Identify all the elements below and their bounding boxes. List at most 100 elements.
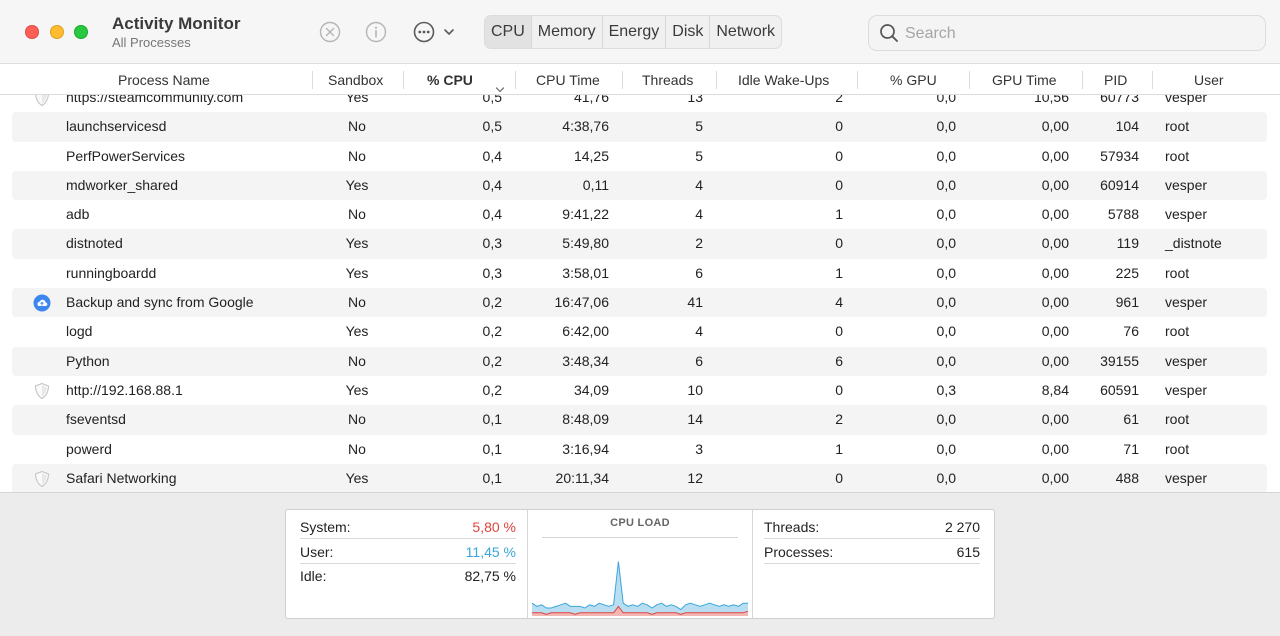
cell-threads: 3 — [695, 440, 703, 457]
cell-pid: 225 — [1115, 264, 1139, 281]
table-row[interactable]: launchservicesd No 0,5 4:38,76 5 0 0,0 0,00 104 r… — [12, 112, 1267, 142]
cell-gpu: 0,0 — [936, 440, 956, 457]
ellipsis-circle-icon[interactable] — [412, 20, 458, 44]
cell-cpu-time: 3:58,01 — [562, 264, 609, 281]
cell-gpu: 0,0 — [936, 118, 956, 135]
cell-threads: 10 — [687, 381, 703, 398]
column-gpu[interactable]: % GPU — [858, 65, 970, 95]
cell-threads: 14 — [687, 411, 703, 428]
column-cpu[interactable]: % CPU — [404, 65, 516, 95]
toolbar: Activity Monitor All Processes CPU Memor… — [0, 0, 1280, 64]
cell-sandbox: No — [348, 118, 366, 135]
tab-memory[interactable]: Memory — [532, 16, 603, 48]
cell-threads: 5 — [695, 147, 703, 164]
cell-pid: 488 — [1115, 469, 1139, 486]
x-circle-icon[interactable] — [318, 20, 342, 44]
table-row[interactable]: adb No 0,4 9:41,22 4 1 0,0 0,00 5788 vesper — [12, 200, 1267, 229]
cell-gpu-time: 0,00 — [1041, 264, 1069, 281]
cell-idle: 2 — [835, 411, 843, 428]
cell-cpu-time: 6:42,00 — [562, 323, 609, 340]
cell-gpu-time: 8,84 — [1041, 381, 1069, 398]
cell-gpu: 0,0 — [936, 352, 956, 369]
table-row[interactable]: mdworker_shared Yes 0,4 0,11 4 0 0,0 0,00 60914 v… — [12, 170, 1267, 201]
cell-cpu-time: 3:16,94 — [562, 440, 609, 457]
cell-gpu-time: 0,00 — [1041, 352, 1069, 369]
cell-user: vesper — [1165, 176, 1208, 193]
threads-label: Threads: — [764, 519, 820, 535]
sort-descending-icon — [495, 75, 505, 105]
divider — [300, 563, 516, 564]
search-icon — [879, 23, 899, 46]
cell-gpu: 0,3 — [936, 381, 956, 398]
table-row[interactable]: https://steamcommunity.com Yes 0,5 41,76 13 2… — [12, 95, 1267, 112]
cell-name: Backup and sync from Google — [66, 294, 254, 311]
google-backup-cloud-icon — [33, 294, 51, 312]
cell-name: http://192.168.88.1 — [66, 381, 183, 398]
cell-user: root — [1165, 323, 1190, 340]
search-input[interactable] — [905, 22, 1255, 46]
table-row[interactable]: PerfPowerServices No 0,4 14,25 5 0 0,0 0,00 5793… — [12, 142, 1267, 171]
cell-sandbox: Yes — [345, 381, 369, 398]
cell-gpu-time: 0,00 — [1041, 176, 1069, 193]
cell-cpu-time: 20:11,34 — [555, 469, 609, 486]
column-cpu-time[interactable]: CPU Time — [516, 65, 623, 95]
cell-threads: 2 — [695, 235, 703, 252]
table-row[interactable]: http://192.168.88.1 Yes 0,2 34,09 10 0 0,3 8,84… — [12, 376, 1267, 405]
tab-energy[interactable]: Energy — [603, 16, 667, 48]
table-row[interactable]: logd Yes 0,2 6:42,00 4 0 0,0 0,00 76 root — [12, 317, 1267, 346]
cell-cpu: 0,4 — [482, 176, 502, 193]
divider — [764, 563, 980, 564]
column-process-name[interactable]: Process Name — [0, 65, 313, 95]
cell-threads: 12 — [687, 469, 703, 486]
cell-cpu-time: 3:48,34 — [562, 352, 609, 369]
cell-threads: 4 — [695, 176, 703, 193]
table-row[interactable]: Python No 0,2 3:48,34 6 6 0,0 0,00 39155 vesper — [12, 346, 1267, 376]
tab-network[interactable]: Network — [716, 23, 776, 40]
cell-gpu: 0,0 — [936, 235, 956, 252]
cell-threads: 6 — [695, 264, 703, 281]
table-row[interactable]: Backup and sync from Google No 0,2 16:47,06… — [12, 288, 1267, 318]
system-stat: System: 5,80 % — [300, 515, 516, 539]
idle-value: 82,75 % — [464, 568, 516, 584]
cell-gpu-time: 0,00 — [1041, 323, 1069, 340]
column-idle-wakeups[interactable]: Idle Wake-Ups — [717, 65, 858, 95]
cell-pid: 57934 — [1100, 147, 1139, 164]
cpu-load-title: CPU LOAD — [610, 517, 670, 529]
cell-name: launchservicesd — [66, 118, 167, 135]
cell-name: powerd — [66, 440, 112, 457]
system-value: 5,80 % — [472, 519, 516, 535]
info-circle-icon[interactable] — [364, 20, 388, 44]
cell-threads: 5 — [695, 118, 703, 135]
cell-cpu-time: 16:47,06 — [554, 294, 610, 311]
tab-disk[interactable]: Disk — [666, 16, 711, 48]
cell-cpu: 0,5 — [482, 118, 502, 135]
user-value: 11,45 % — [465, 544, 516, 560]
cell-name: PerfPowerServices — [66, 147, 186, 164]
cell-cpu-time: 9:41,22 — [562, 206, 609, 223]
column-pid[interactable]: PID — [1083, 65, 1153, 95]
cell-sandbox: Yes — [345, 95, 369, 105]
table-header: Process Name Sandbox % CPU CPU Time Thre… — [0, 65, 1280, 95]
table-row[interactable]: runningboardd Yes 0,3 3:58,01 6 1 0,0 0,00 225 ro… — [12, 259, 1267, 288]
cell-user: root — [1165, 264, 1190, 281]
shield-icon — [33, 95, 51, 107]
table-row[interactable]: powerd No 0,1 3:16,94 3 1 0,0 0,00 71 root — [12, 435, 1267, 464]
cell-pid: 104 — [1115, 118, 1139, 135]
table-row[interactable]: distnoted Yes 0,3 5:49,80 2 0 0,0 0,00 119 _distn… — [12, 229, 1267, 259]
process-table: https://steamcommunity.com Yes 0,5 41,76 13 2… — [0, 95, 1280, 492]
cell-gpu: 0,0 — [936, 206, 956, 223]
cell-idle: 0 — [835, 323, 843, 340]
tab-cpu[interactable]: CPU — [485, 16, 532, 48]
table-row[interactable]: Safari Networking Yes 0,1 20:11,34 12 0 0,0 0,0… — [12, 463, 1267, 492]
cell-name: distnoted — [66, 235, 123, 252]
cell-gpu: 0,0 — [936, 147, 956, 164]
close-window-button[interactable] — [25, 25, 39, 39]
column-sandbox[interactable]: Sandbox — [313, 65, 404, 95]
cell-gpu: 0,0 — [936, 469, 956, 486]
zoom-window-button[interactable] — [74, 25, 88, 39]
column-gpu-time[interactable]: GPU Time — [970, 65, 1083, 95]
minimize-window-button[interactable] — [50, 25, 64, 39]
column-user[interactable]: User — [1194, 72, 1224, 88]
column-threads[interactable]: Threads — [623, 65, 717, 95]
table-row[interactable]: fseventsd No 0,1 8:48,09 14 2 0,0 0,00 61 root — [12, 405, 1267, 435]
